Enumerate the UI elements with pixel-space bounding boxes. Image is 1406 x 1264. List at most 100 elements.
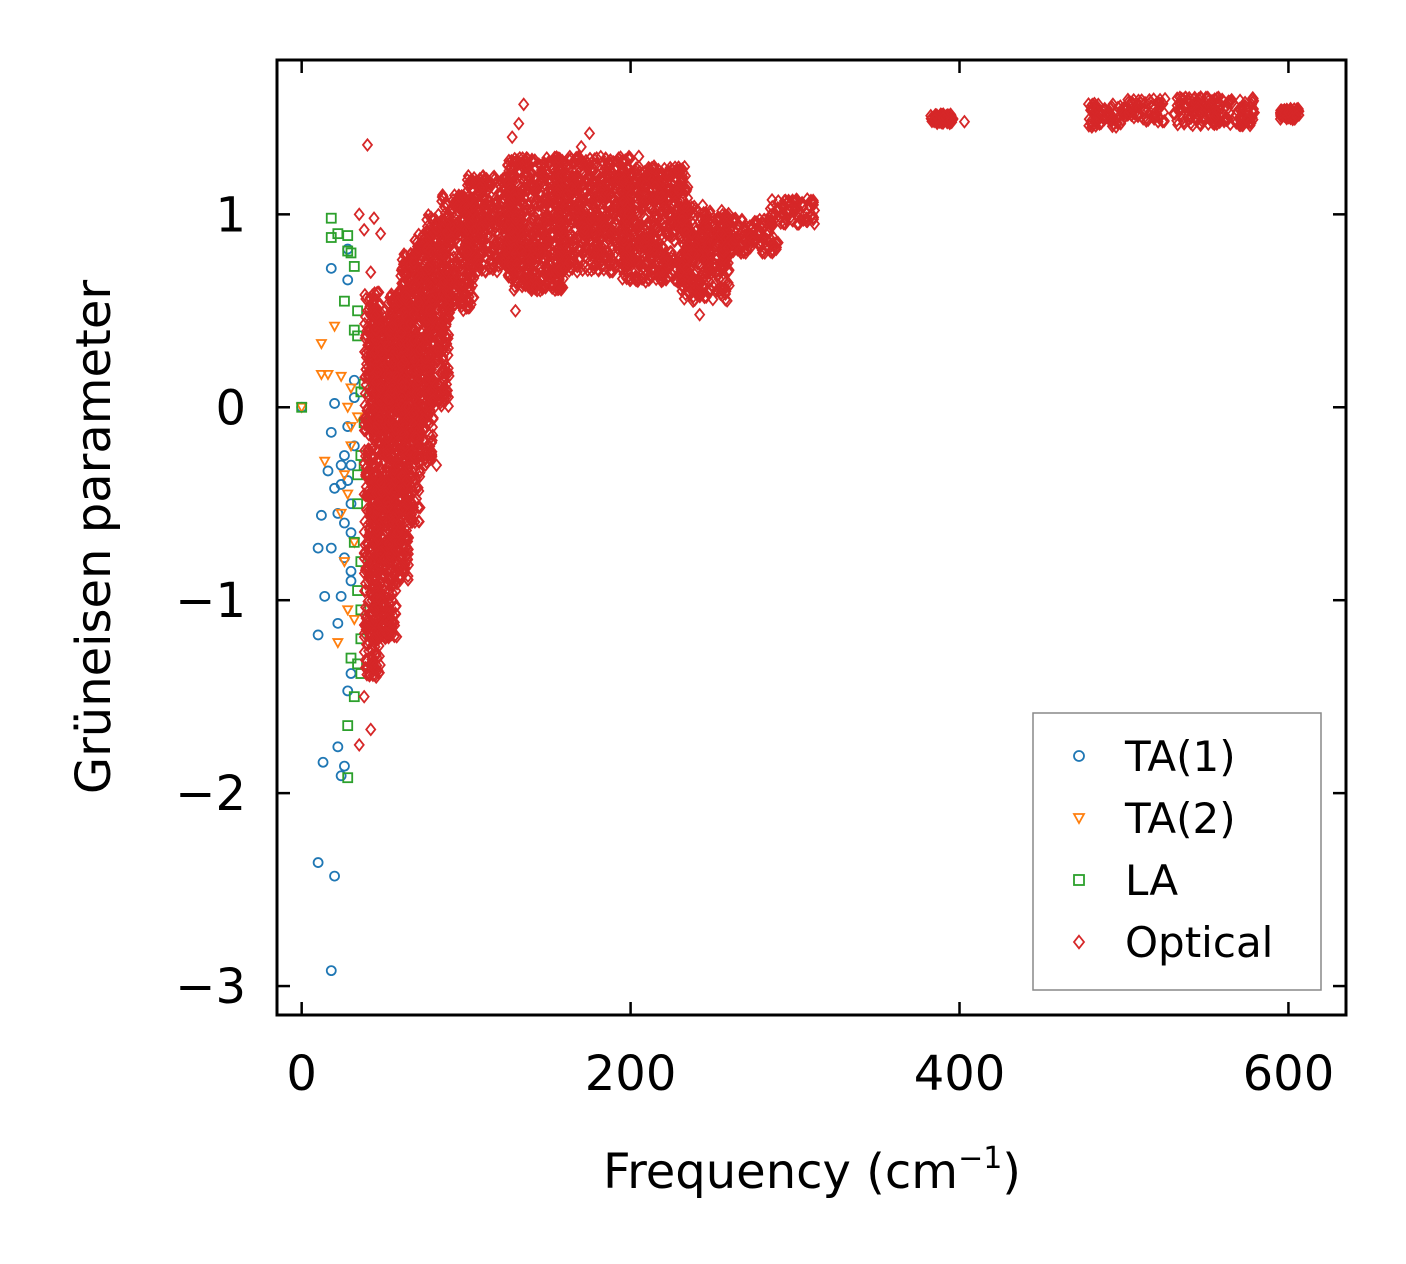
data-point-optical [375,545,387,560]
data-point-optical [648,161,661,176]
data-point-optical [553,214,565,229]
data-point-optical [406,487,418,502]
data-point-optical [568,231,580,246]
data-point-optical [360,377,372,392]
data-point-optical [541,186,553,202]
data-point-optical [671,193,683,208]
data-point-optical [371,356,383,371]
data-point-optical [358,626,371,641]
data-point-optical [406,469,419,484]
data-point-optical [386,319,399,335]
data-point-optical [360,502,373,517]
data-point-optical [540,264,552,279]
data-point-optical [607,154,620,170]
data-point-optical [380,626,393,641]
data-point-optical [656,241,669,256]
data-point-optical [419,399,432,414]
data-point-optical [498,178,510,193]
data-point-optical [624,241,637,256]
data-point [296,401,308,413]
data-point-optical [399,248,411,263]
data-point-optical [502,267,515,282]
data-point-optical [641,168,653,184]
data-point-optical [520,154,533,169]
data-point-optical [634,164,646,179]
data-point-optical [552,151,564,166]
data-point [342,274,354,286]
data-point-optical [463,285,476,300]
data-point-optical [555,281,567,296]
data-point-optical [420,332,433,347]
data-point-optical [608,248,620,263]
data-point-optical [554,209,566,224]
data-point-optical [546,277,558,292]
data-point-optical [557,280,569,295]
data-point-optical [422,313,434,328]
data-point [344,383,358,395]
data-point-optical [621,213,633,229]
data-point-optical [634,259,646,274]
data-point-optical [527,213,539,228]
data-point-optical [368,466,381,481]
data-point-optical [557,234,569,249]
data-point-optical [432,349,444,364]
data-point-optical [586,194,598,209]
data-point-optical [581,250,593,265]
data-point [339,450,350,461]
data-point-optical [466,184,479,200]
data-point-optical [629,269,641,285]
data-point-optical [365,395,377,410]
data-point-optical [491,203,504,218]
data-point-optical [359,370,371,385]
data-point-optical [399,438,411,453]
data-point-optical [583,169,596,184]
data-point [315,339,328,350]
data-point-optical [436,366,449,381]
data-point-optical [618,172,630,187]
data-point-optical [360,467,372,482]
data-point-optical [519,200,531,215]
data-point-optical [505,230,517,245]
data-point-optical [364,506,376,521]
data-point [318,456,331,468]
data-point-optical [532,227,544,242]
data-point-optical [408,413,420,429]
data-point [332,617,344,629]
data-point [348,536,360,548]
data-point-optical [472,258,484,273]
data-point-optical [382,464,395,479]
data-point-optical [427,392,439,407]
data-point-optical [358,584,371,599]
data-point-optical [598,237,610,253]
data-point [325,426,337,438]
data-point-optical [424,348,436,363]
data-point-optical [505,196,517,211]
data-point-optical [402,530,415,545]
data-point-optical [437,316,449,331]
data-point-optical [430,378,442,393]
data-point-optical [412,448,424,463]
data-point-optical [448,285,461,301]
data-point-optical [411,279,423,295]
data-point-optical [658,201,670,216]
data-point-optical [620,160,632,175]
data-point-optical [409,353,421,368]
data-point-optical [438,220,450,235]
data-point [348,324,360,336]
data-point-optical [374,318,386,334]
data-point-optical [515,227,527,242]
data-point-optical [505,257,518,273]
data-point [345,498,357,510]
data-point-optical [594,238,607,253]
data-point [319,590,331,602]
data-point-optical [363,668,376,683]
data-point-optical [563,211,575,226]
data-point-optical [369,308,381,323]
data-point-optical [514,212,526,227]
data-point [332,741,344,753]
data-point-optical [604,257,616,272]
data-point-optical [535,163,548,178]
data-point-optical [358,487,370,502]
data-point-optical [479,243,492,258]
data-point-optical [703,282,716,297]
